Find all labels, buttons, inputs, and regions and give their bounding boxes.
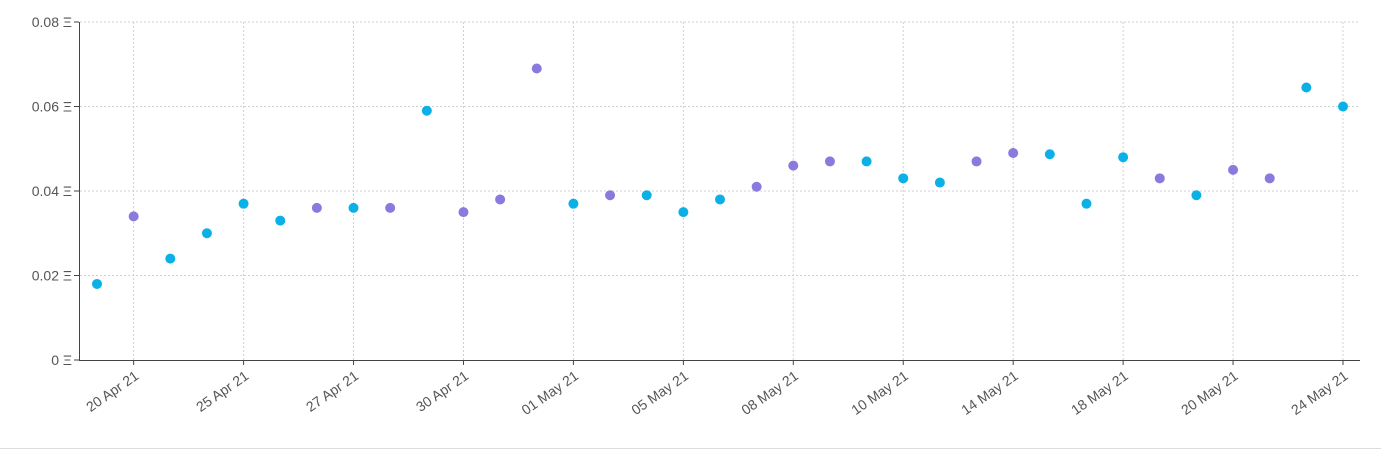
point bbox=[275, 215, 286, 226]
x-tick-label: 18 May 21 bbox=[1068, 367, 1131, 418]
x-tick-label: 05 May 21 bbox=[628, 367, 691, 418]
point bbox=[934, 177, 945, 188]
x-tick-label: 30 Apr 21 bbox=[413, 367, 471, 415]
point bbox=[311, 202, 322, 213]
point bbox=[238, 198, 249, 209]
y-tick-label: 0.04 Ξ bbox=[32, 183, 72, 199]
x-tick-label: 08 May 21 bbox=[738, 367, 801, 418]
point bbox=[1228, 164, 1239, 175]
y-tick-label: 0 Ξ bbox=[51, 352, 72, 368]
x-tick-label: 25 Apr 21 bbox=[193, 367, 251, 415]
point bbox=[92, 278, 102, 289]
point bbox=[1118, 152, 1129, 163]
point bbox=[788, 160, 799, 171]
point bbox=[1044, 149, 1055, 160]
point bbox=[715, 194, 725, 205]
y-tick-label: 0.08 Ξ bbox=[32, 14, 72, 30]
point bbox=[1264, 173, 1275, 184]
point bbox=[1338, 101, 1348, 112]
x-tick-label: 24 May 21 bbox=[1288, 367, 1351, 418]
point bbox=[641, 190, 652, 201]
point bbox=[1008, 147, 1019, 158]
point bbox=[385, 202, 396, 213]
point bbox=[971, 156, 982, 167]
point bbox=[678, 207, 689, 218]
point bbox=[1081, 198, 1092, 209]
point bbox=[898, 173, 909, 184]
point bbox=[1154, 173, 1165, 184]
point bbox=[568, 198, 579, 209]
x-tick-label: 20 Apr 21 bbox=[83, 367, 141, 415]
point bbox=[751, 181, 762, 192]
point bbox=[128, 211, 139, 222]
point bbox=[348, 202, 359, 213]
x-tick-label: 10 May 21 bbox=[848, 367, 911, 418]
x-tick-label: 14 May 21 bbox=[958, 367, 1021, 418]
point bbox=[421, 105, 432, 116]
point bbox=[495, 194, 506, 205]
x-tick-label: 01 May 21 bbox=[518, 367, 581, 418]
point bbox=[458, 207, 469, 218]
x-tick-label: 27 Apr 21 bbox=[303, 367, 361, 415]
point bbox=[605, 190, 616, 201]
point bbox=[1301, 82, 1312, 93]
x-tick-label: 20 May 21 bbox=[1178, 367, 1241, 418]
point bbox=[201, 228, 212, 239]
y-tick-label: 0.06 Ξ bbox=[32, 99, 72, 115]
y-tick-label: 0.02 Ξ bbox=[32, 268, 72, 284]
point bbox=[165, 253, 176, 264]
point bbox=[1191, 190, 1202, 201]
point bbox=[531, 63, 542, 74]
point bbox=[861, 156, 872, 167]
point bbox=[824, 156, 835, 167]
